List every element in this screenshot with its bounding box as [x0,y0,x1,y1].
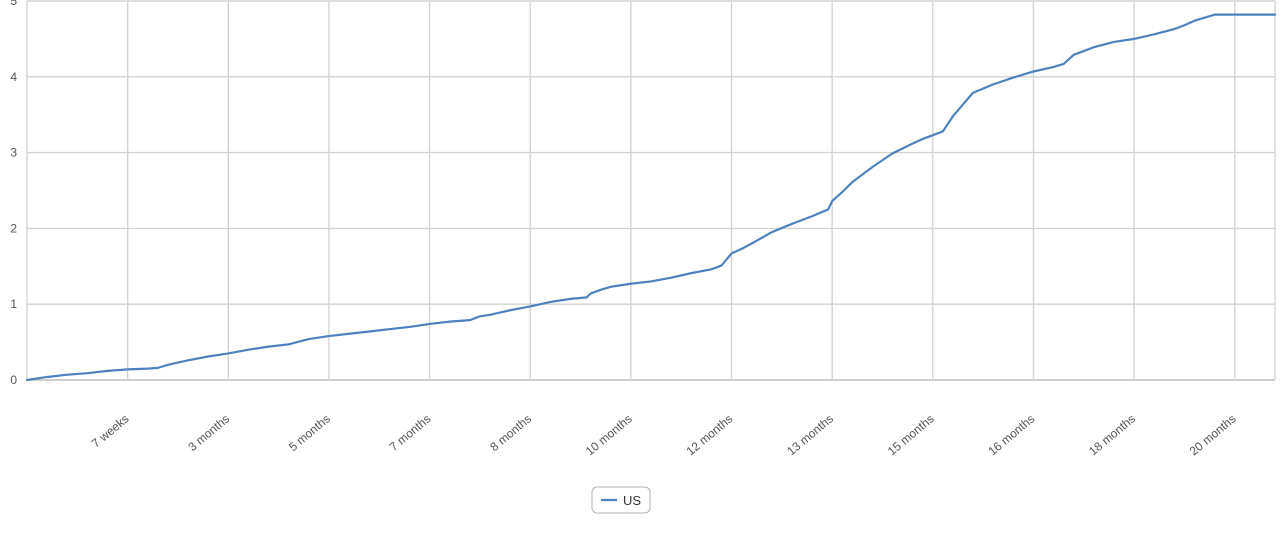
x-tick-label: 7 months [387,412,434,454]
x-tick-label: 16 months [985,412,1037,459]
y-gridlines [27,0,1275,381]
y-tick-label: 5 [10,0,17,8]
x-tick-label: 18 months [1086,412,1138,459]
y-tick-label: 0 [10,373,17,387]
y-tick-label: 3 [10,146,17,160]
x-tick-label: 7 weeks [89,412,132,451]
x-axis-tick-labels: 7 weeks 3 months 5 months 7 months 8 months 1… [89,412,1239,459]
x-tick-label: 13 months [784,412,836,459]
x-tick-label: 8 months [487,412,534,454]
legend-box[interactable] [591,486,651,514]
y-tick-label: 1 [10,297,17,311]
y-axis-tick-labels: 0 1 2 3 4 5 [10,0,17,387]
legend-label-us: US [623,493,641,508]
x-tick-label: 12 months [684,412,736,459]
series-layer [25,13,1277,382]
y-tick-label: 4 [10,70,17,84]
x-tick-label: 10 months [583,412,635,459]
y-tick-label: 2 [10,221,17,235]
x-tick-label: 20 months [1187,412,1239,459]
x-tick-label: 3 months [185,412,232,454]
legend[interactable]: US [591,486,651,514]
x-tick-label: 15 months [885,412,937,459]
series-line-us [25,13,1277,382]
x-gridlines [26,1,1276,380]
x-tick-label: 5 months [286,412,333,454]
